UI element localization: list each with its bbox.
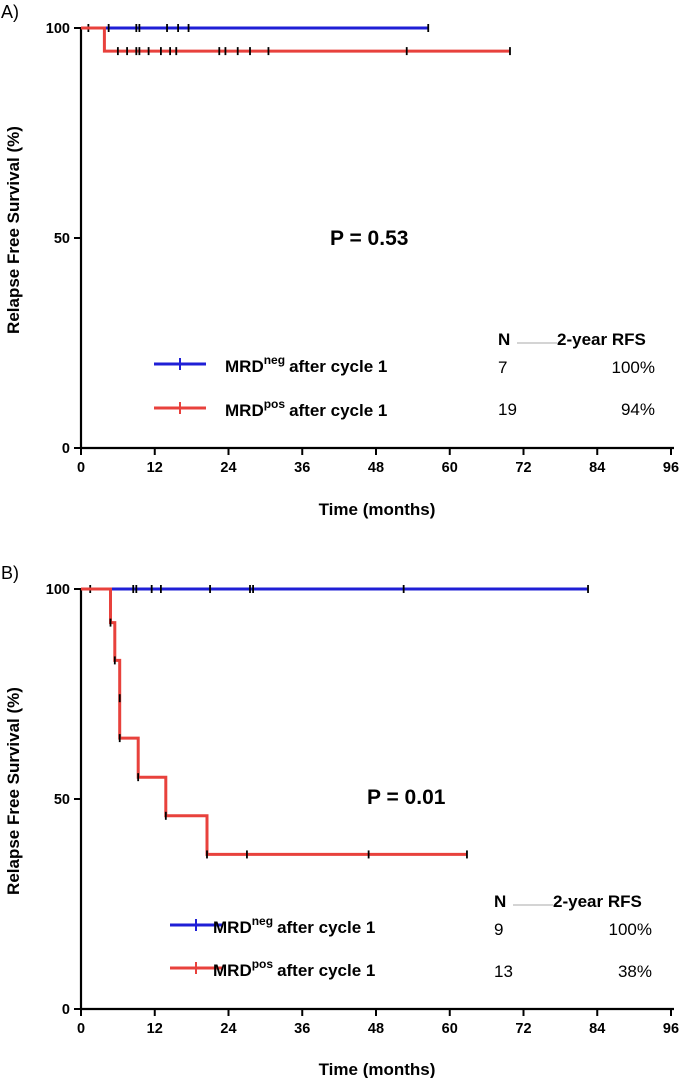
y-tick-label: 0 [62,1002,70,1018]
x-tick-label: 72 [515,1021,531,1037]
x-tick-label: 0 [77,460,85,476]
x-tick-label: 12 [147,1021,163,1037]
y-ticks-b: 0 50 100 [46,582,81,1018]
y-axis-title-a: Relapse Free Survival (%) [4,126,23,334]
table-n-pos-b: 13 [494,962,513,981]
x-tick-label: 60 [442,1021,458,1037]
legend-label-pos-b: MRDpos after cycle 1 [213,957,375,980]
y-axis-title-b: Relapse Free Survival (%) [4,687,23,895]
km-curve-pos [81,587,467,856]
legend-b: MRDneg after cycle 1 MRDpos after cycle 1 … [170,914,652,981]
x-ticks-a: 0 12 24 36 48 60 72 84 96 [77,448,679,476]
table-header-rfs-a: 2-year RFS [557,330,646,349]
x-tick-label: 48 [368,460,384,476]
x-tick-label: 24 [220,1021,236,1037]
x-tick-label: 84 [589,1021,605,1037]
x-ticks-b: 0 12 24 36 48 60 72 84 96 [77,1009,679,1037]
p-value-a: P = 0.53 [330,227,408,250]
table-n-pos-a: 19 [498,400,517,419]
legend-a: MRDneg after cycle 1 MRDpos after cycle 1 … [154,353,655,420]
panel-a-y-axis-title: Relapse Free Survival (%) [4,126,23,334]
x-tick-label: 24 [220,460,236,476]
x-axis-title-a: Time (months) [319,500,436,519]
legend-label-pos-a: MRDpos after cycle 1 [225,397,387,420]
x-axis-title-b: Time (months) [319,1060,436,1078]
chart-panel-a: A) Relapse Free Survival (%) 0 50 100 0 12 2… [1,2,679,519]
table-header-n-a: N [498,330,510,349]
x-tick-label: 0 [77,1021,85,1037]
panel-a-label: A) [1,2,19,22]
x-tick-label: 72 [515,460,531,476]
table-rfs-neg-b: 100% [609,920,652,939]
chart-panel-b: B) Relapse Free Survival (%) 0 50 100 0 12 2… [1,563,679,1078]
x-tick-label: 84 [589,460,605,476]
y-tick-label: 50 [54,231,70,247]
y-tick-label: 50 [54,792,70,808]
x-tick-label: 36 [294,460,310,476]
table-rfs-neg-a: 100% [612,358,655,377]
p-value-b: P = 0.01 [367,786,446,809]
x-tick-label: 96 [663,1021,679,1037]
panel-b-y-axis-title: Relapse Free Survival (%) [4,687,23,895]
x-tick-label: 60 [442,460,458,476]
curves-a [81,24,511,56]
x-tick-label: 48 [368,1021,384,1037]
x-tick-label: 96 [663,460,679,476]
table-rfs-pos-a: 94% [621,400,655,419]
table-n-neg-b: 9 [494,920,503,939]
table-header-rfs-b: 2-year RFS [553,892,642,911]
y-tick-label: 100 [46,21,70,37]
table-n-neg-a: 7 [498,358,507,377]
table-header-n-b: N [494,892,506,911]
legend-label-neg-b: MRDneg after cycle 1 [213,914,375,937]
legend-label-neg-a: MRDneg after cycle 1 [225,353,387,376]
km-curve-pos [81,26,510,53]
table-rfs-pos-b: 38% [618,962,652,981]
panel-b-label: B) [1,563,19,583]
y-tick-label: 0 [62,441,70,457]
x-tick-label: 36 [294,1021,310,1037]
curves-b [81,585,589,859]
y-ticks-a: 0 50 100 [46,21,81,457]
x-tick-label: 12 [147,460,163,476]
y-tick-label: 100 [46,582,70,598]
